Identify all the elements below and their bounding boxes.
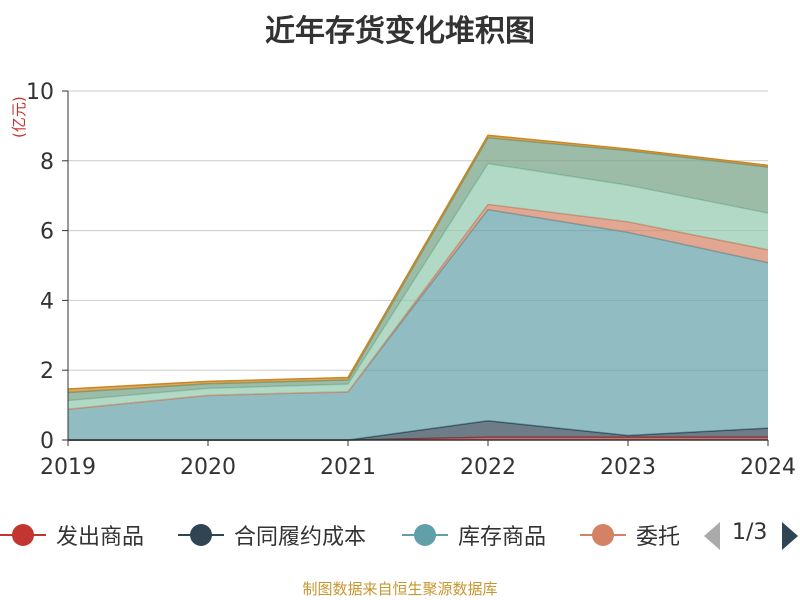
- legend-label: 库存商品: [458, 525, 547, 550]
- x-tick-label: 2022: [460, 455, 516, 480]
- legend-label: 发出商品: [56, 525, 145, 550]
- area-series-4: [68, 163, 768, 410]
- legend-page-indicator: 1/3: [732, 520, 768, 545]
- area-series-2: [68, 209, 768, 440]
- y-tick-label: 2: [40, 359, 54, 384]
- y-tick-label: 4: [40, 289, 54, 314]
- legend-item[interactable]: 委托: [580, 521, 681, 550]
- legend-item[interactable]: 库存商品: [402, 521, 547, 550]
- legend-label: 委托: [636, 525, 681, 550]
- legend-label: 合同履约成本: [234, 525, 367, 550]
- legend-item[interactable]: 合同履约成本: [178, 521, 367, 550]
- legend-pager: 1/3: [700, 518, 800, 552]
- y-tick-label: 0: [40, 429, 54, 454]
- legend-swatch-icon: [580, 523, 626, 547]
- x-tick-label: 2024: [740, 455, 796, 480]
- legend-swatch-icon: [402, 523, 448, 547]
- legend: 发出商品 合同履约成本 库存商品 委托: [0, 515, 690, 555]
- legend-dot: [190, 524, 212, 546]
- legend-dot: [414, 524, 436, 546]
- legend-prev-page-icon[interactable]: [704, 522, 720, 550]
- legend-item[interactable]: 发出商品: [0, 521, 145, 550]
- x-tick-label: 2023: [600, 455, 656, 480]
- legend-dot: [592, 524, 614, 546]
- y-tick-label: 8: [40, 150, 54, 175]
- legend-next-page-icon[interactable]: [782, 522, 798, 550]
- area-series-5: [68, 137, 768, 401]
- legend-dot: [12, 524, 34, 546]
- legend-swatch-icon: [178, 523, 224, 547]
- x-tick-label: 2021: [320, 455, 376, 480]
- chart-title: 近年存货变化堆积图: [265, 14, 535, 49]
- y-tick-label: 10: [26, 80, 54, 105]
- x-tick-label: 2019: [40, 455, 96, 480]
- legend-swatch-icon: [0, 523, 46, 547]
- x-tick-label: 2020: [180, 455, 236, 480]
- data-source-footer: 制图数据来自恒生聚源数据库: [302, 580, 498, 598]
- area-series-line-6: [67, 134, 769, 390]
- y-tick-label: 6: [40, 220, 54, 245]
